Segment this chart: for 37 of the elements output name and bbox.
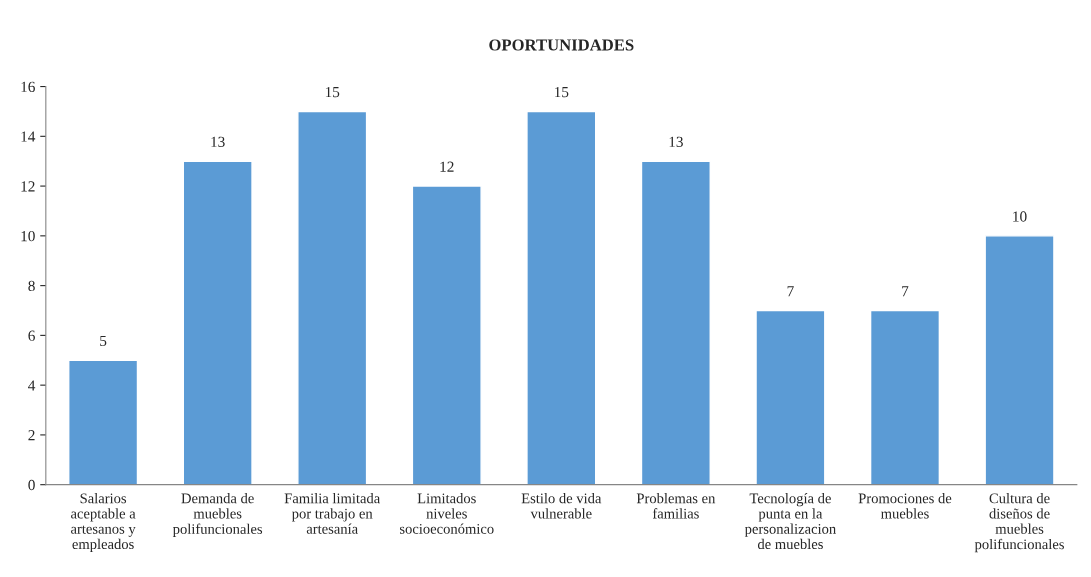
x-tick-label: Salarios aceptable a artesanos y empleados — [71, 493, 136, 553]
bar — [182, 160, 253, 485]
y-tick-label: 0 — [28, 479, 35, 491]
y-tick-label: 10 — [21, 230, 35, 242]
x-tick-label: Cultura de diseños de muebles polifuncionales — [974, 493, 1064, 553]
data-label: 5 — [100, 335, 107, 347]
x-tick-label: Familia limitada por trabajo en artesanía — [284, 493, 380, 534]
data-label: 13 — [211, 136, 225, 147]
bar — [755, 309, 826, 485]
bar — [411, 185, 482, 485]
y-tick-label: 14 — [21, 131, 36, 142]
y-tick-label: 4 — [28, 380, 36, 391]
x-tick-label: Limitados niveles socioeconómico — [399, 493, 494, 534]
y-tick-label: 6 — [28, 330, 35, 341]
y-tick-label: 12 — [21, 181, 35, 192]
y-tick-label: 8 — [28, 280, 35, 292]
x-tick-label: Promociones de muebles — [858, 493, 952, 519]
data-label: 12 — [440, 161, 454, 172]
bar — [869, 309, 941, 485]
x-tick-label: Estilo de vida vulnerable — [521, 493, 602, 519]
y-tick-label: 16 — [21, 81, 35, 92]
bar — [640, 160, 711, 485]
data-label: 10 — [1013, 211, 1027, 222]
bar — [984, 235, 1055, 485]
y-tick-label: 2 — [28, 430, 35, 441]
data-label: 13 — [669, 136, 683, 147]
x-tick-label: Problemas en familias — [636, 493, 716, 519]
data-label: 15 — [325, 86, 340, 98]
x-tick-label: Tecnología de punta en la personalizacion de muebles — [744, 493, 836, 550]
chart-title: OPORTUNIDADES — [489, 39, 634, 51]
x-tick-label: Demanda de muebles polifuncionales — [172, 493, 263, 537]
bar — [297, 110, 368, 485]
data-label: 7 — [902, 286, 909, 297]
data-label: 15 — [555, 86, 569, 98]
data-label: 7 — [787, 286, 794, 297]
bar — [68, 359, 139, 485]
bar — [526, 110, 597, 485]
